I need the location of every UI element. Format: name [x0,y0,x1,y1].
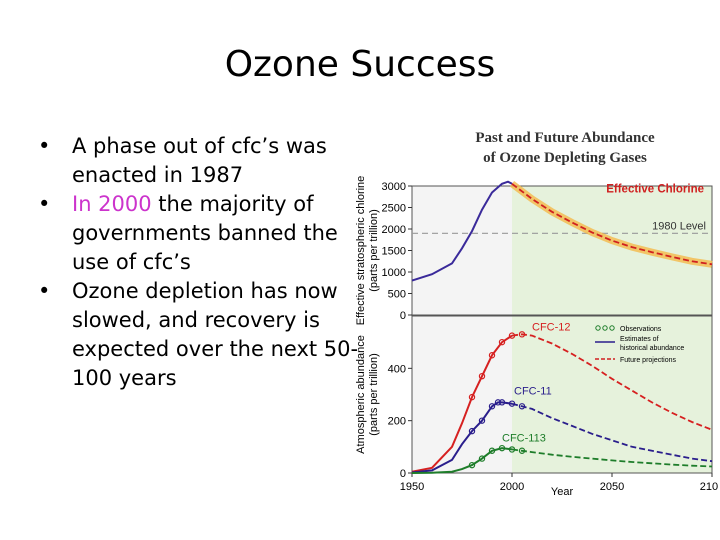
observation-marker [498,444,506,452]
bullet-text: A phase out of cfc’s was enacted in 1987 [72,134,327,187]
observation-marker [518,403,526,410]
bullet-text: Ozone depletion has now slowed, and reco… [72,279,359,390]
observation-marker [498,338,506,346]
observation-marker [518,331,526,338]
effective-chlorine-projection-line [511,183,713,266]
y-tick-label: 400 [388,363,406,375]
legend-label: Observations [620,326,662,333]
y-tick-label: 500 [388,289,406,301]
x-tick-label: 2000 [500,481,524,493]
legend-observation-marker [609,325,615,331]
legend-label: historical abundance [620,345,684,352]
y-tick-label: 2000 [382,224,406,236]
series-label: CFC-11 [514,386,552,398]
series-projection-line [511,333,713,431]
observation-marker [468,393,476,401]
observation-marker [518,447,526,454]
y-tick-label: 0 [400,468,406,480]
effective-chlorine-label: Effective Chlorine [606,183,704,195]
series-projection-line [511,402,713,463]
y-tick-label: 1500 [382,246,406,258]
past-shading [412,186,512,473]
bullet-item: • Ozone depletion has now slowed, and re… [38,277,368,393]
series-projection-line [511,448,713,468]
reference-line-label: 1980 Level [652,220,706,232]
bullet-dot: • [38,192,51,216]
bullet-dot: • [38,279,51,303]
top-y-axis-label: Effective stratospheric chlorine(parts p… [355,176,380,326]
observation-marker [478,417,486,424]
legend-observation-marker [595,325,601,331]
bullet-text: the majority of governments banned the u… [72,192,338,274]
bullet-list: • A phase out of cfc’s was enacted in 19… [38,132,368,393]
series-historical-line [411,447,513,474]
bottom-panel-frame [411,315,713,474]
observation-marker [498,399,506,406]
bottom-y-axis-label: Atmospheric abundance(parts per trillion… [355,335,380,454]
x-tick-label: 2050 [600,481,624,493]
slide-title: Ozone Success [224,44,496,85]
bottom-y-axis-label-line: Atmospheric abundance [355,335,367,454]
x-tick-label: 2100 [700,481,718,493]
x-tick-label: 1950 [400,481,424,493]
observation-marker [494,399,502,406]
observation-marker [468,427,476,435]
series-label: CFC-113 [502,433,546,445]
series-label: CFC-12 [532,321,571,333]
observation-marker [488,447,496,454]
top-y-axis-label-line: (parts per trillion) [368,209,380,292]
series-historical-line [411,334,513,473]
y-tick-label: 0 [400,310,406,322]
observation-marker [488,352,496,359]
y-tick-label: 2500 [382,203,406,215]
chart-title-line: of Ozone Depleting Gases [483,150,647,166]
ozone-figure: Past and Future Abundance of Ozone Deplet… [350,118,720,498]
y-tick-label: 3000 [382,181,406,193]
bullet-dot: • [38,134,51,158]
bullet-highlight: In 2000 [72,192,152,216]
legend-label: Estimates of [620,336,659,343]
observation-marker [508,400,516,407]
y-tick-label: 1000 [382,267,406,279]
effective-chlorine-historical-line [411,180,513,282]
top-y-axis-label-line: Effective stratospheric chlorine [355,176,367,326]
observation-marker [488,403,496,410]
observation-marker [478,455,486,462]
x-axis-label: Year [551,486,574,498]
observation-marker [508,446,516,453]
legend-label: Future projections [620,357,677,364]
ozone-chart-svg: Past and Future Abundance of Ozone Deplet… [355,130,720,498]
bullet-item: • A phase out of cfc’s was enacted in 19… [38,132,368,190]
chart-title-line: Past and Future Abundance [475,130,655,146]
bullet-item: • In 2000 the majority of governments ba… [38,190,368,277]
observation-marker [508,332,516,339]
observation-marker [478,372,486,380]
bottom-y-axis-label-line: (parts per trillion) [368,353,380,436]
y-tick-label: 200 [388,416,406,428]
legend-observation-marker [602,325,608,331]
observation-marker [468,461,476,469]
